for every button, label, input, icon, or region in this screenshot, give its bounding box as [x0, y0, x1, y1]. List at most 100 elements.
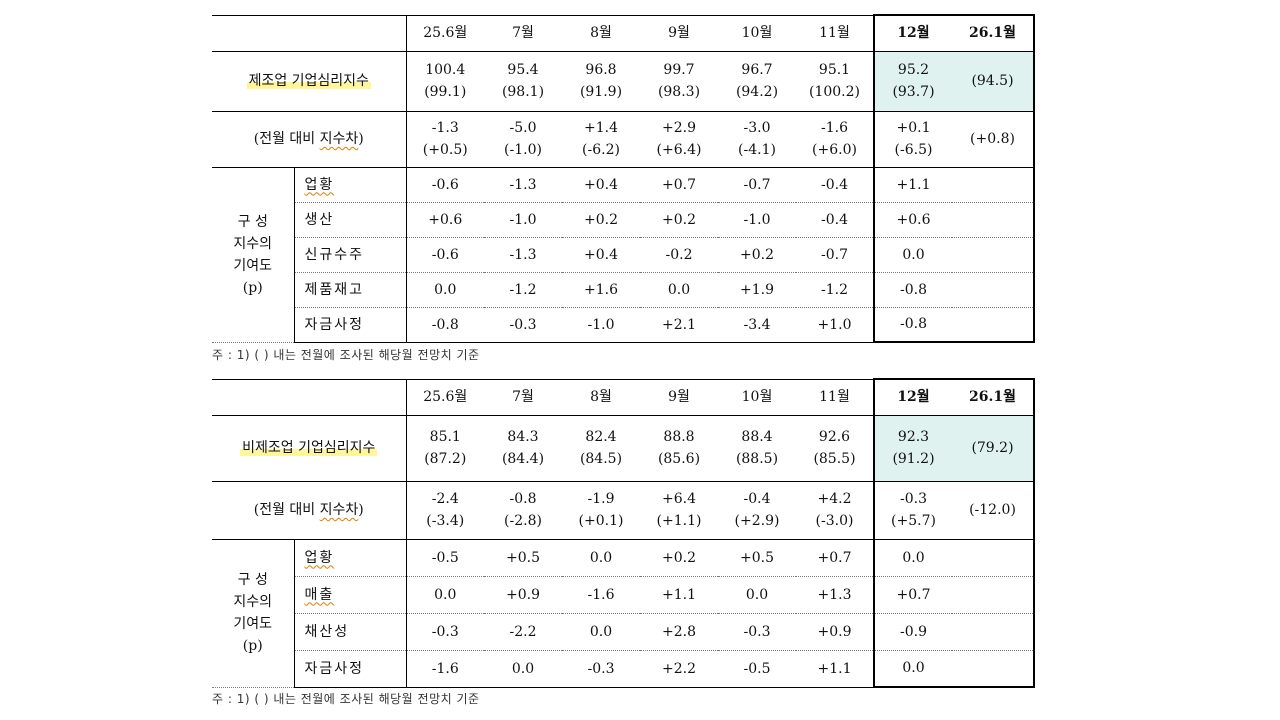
- table2-component-value-forecast: [952, 576, 1035, 614]
- table1-component-value: +0.4: [562, 237, 640, 273]
- table1-component-value: +0.7: [640, 167, 718, 203]
- table2-component-value: +0.7: [796, 539, 874, 577]
- table1-month-header: 11월: [796, 14, 874, 52]
- table2-bsi-row: 비제조업 기업심리지수 85.1 (87.2) 84.3 (84.4) 82.4 (8…: [212, 415, 1035, 482]
- table2-diff-cell: -0.8 (-2.8): [484, 481, 562, 540]
- table1-month-header: 9월: [640, 14, 718, 52]
- table2-month-header-forecast: 26.1월: [952, 378, 1035, 416]
- manufacturing-bsi-table: 25.6월 7월 8월 9월 10월 11월 12월 26.1월 제조업 기업심…: [212, 14, 1035, 343]
- table1-bsi-cell-current: 95.2 (93.7): [873, 51, 952, 112]
- table1-component-value: -1.0: [562, 307, 640, 343]
- table2-diff-cell: -1.9 (+0.1): [562, 481, 640, 540]
- table2-diff-row: (전월 대비 지수차) -2.4 (-3.4) -0.8 (-2.8) -1.9 (+…: [212, 481, 1035, 540]
- table2-component-label: 채산성: [294, 613, 407, 651]
- table1-month-header: 10월: [718, 14, 796, 52]
- table2-component-value: 0.0: [484, 650, 562, 688]
- table1-component-value: -0.7: [718, 167, 796, 203]
- table1-bsi-row: 제조업 기업심리지수 100.4 (99.1) 95.4 (98.1) 96.8 (9…: [212, 51, 1035, 112]
- table2-component-value: +0.5: [484, 539, 562, 577]
- table1-component-value: +2.1: [640, 307, 718, 343]
- table1-month-header: 25.6월: [406, 14, 484, 52]
- table2-component-value-forecast: [952, 650, 1035, 688]
- table2-header-corner: [212, 378, 407, 416]
- table1-month-header: 8월: [562, 14, 640, 52]
- table2-component-value: +2.2: [640, 650, 718, 688]
- table1-diff-row: (전월 대비 지수차) -1.3 (+0.5) -5.0 (-1.0) +1.4 (-…: [212, 111, 1035, 168]
- table1-component-label: 생산: [294, 202, 407, 238]
- table1-component-value: -3.4: [718, 307, 796, 343]
- table1-component-value: -0.7: [796, 237, 874, 273]
- table2-month-header-current: 12월: [873, 378, 952, 416]
- table2-component-value-current: 0.0: [873, 650, 952, 688]
- table2-component-value: +1.3: [796, 576, 874, 614]
- table2-component-value-current: -0.9: [873, 613, 952, 651]
- table2-component-row: 자금사정 -1.6 0.0 -0.3 +2.2 -0.5 +1.1 0.0: [212, 650, 1035, 688]
- table2-component-value: 0.0: [562, 613, 640, 651]
- table2-component-value: 0.0: [406, 576, 484, 614]
- table2-diff-cell: -0.4 (+2.9): [718, 481, 796, 540]
- table1-bsi-cell: 96.7 (94.2): [718, 51, 796, 112]
- table2-component-value: -0.3: [406, 613, 484, 651]
- table1-component-row: 자금사정 -0.8 -0.3 -1.0 +2.1 -3.4 +1.0 -0.8: [212, 307, 1035, 343]
- table2-component-label: 매출: [294, 576, 407, 614]
- table2-component-value-forecast: [952, 539, 1035, 577]
- table1-diff-cell: -1.6 (+6.0): [796, 111, 874, 168]
- table1-component-value: -1.2: [796, 272, 874, 308]
- table1-diff-cell-current: +0.1 (-6.5): [873, 111, 952, 168]
- table1-component-value: -0.2: [640, 237, 718, 273]
- table1-bsi-label-cell: 제조업 기업심리지수: [212, 51, 407, 112]
- table1-component-value: +1.9: [718, 272, 796, 308]
- table1-diff-cell: -5.0 (-1.0): [484, 111, 562, 168]
- table2-component-value: +0.5: [718, 539, 796, 577]
- table1-diff-cell-forecast: (+0.8): [952, 111, 1035, 168]
- table1-component-value: -1.2: [484, 272, 562, 308]
- table2-diff-cell-forecast: (-12.0): [952, 481, 1035, 540]
- table2-component-value: 0.0: [718, 576, 796, 614]
- table2-component-row: 구 성 지수의 기여도 (p) 업황 -0.5 +0.5 0.0 +0.2 +0.5 …: [212, 539, 1035, 688]
- table2-component-value: -0.3: [718, 613, 796, 651]
- table1-component-value: -1.3: [484, 237, 562, 273]
- table2-diff-label: (전월 대비 지수차): [212, 481, 407, 540]
- table1-component-value: 0.0: [406, 272, 484, 308]
- table2-component-value: -0.3: [562, 650, 640, 688]
- table1-component-row: 제품재고 0.0 -1.2 +1.6 0.0 +1.9 -1.2 -0.8: [212, 272, 1035, 308]
- table1-component-value-current: +0.6: [873, 202, 952, 238]
- table2-bsi-label-cell: 비제조업 기업심리지수: [212, 415, 407, 482]
- table2-diff-cell-current: -0.3 (+5.7): [873, 481, 952, 540]
- table2-component-value: +0.2: [640, 539, 718, 577]
- table1-bsi-cell: 99.7 (98.3): [640, 51, 718, 112]
- table1-component-value: +0.2: [640, 202, 718, 238]
- table1-component-value-current: +1.1: [873, 167, 952, 203]
- table2-component-value-current: +0.7: [873, 576, 952, 614]
- table2-diff-cell: +6.4 (+1.1): [640, 481, 718, 540]
- table1-component-value: -0.3: [484, 307, 562, 343]
- table1-component-row: 생산 +0.6 -1.0 +0.2 +0.2 -1.0 -0.4 +0.6: [212, 202, 1035, 238]
- table1-component-value: -1.3: [484, 167, 562, 203]
- table1-component-value: +1.0: [796, 307, 874, 343]
- table1-diff-cell: -3.0 (-4.1): [718, 111, 796, 168]
- table1-month-header-forecast: 26.1월: [952, 14, 1035, 52]
- table2-month-header: 7월: [484, 378, 562, 416]
- table1-component-label: 신규수주: [294, 237, 407, 273]
- table2-bsi-cell: 88.4 (88.5): [718, 415, 796, 482]
- table1-component-value-forecast: [952, 167, 1035, 203]
- table1-component-label: 자금사정: [294, 307, 407, 343]
- table1-diff-cell: +1.4 (-6.2): [562, 111, 640, 168]
- table2-component-value: +1.1: [796, 650, 874, 688]
- table2-component-row: 채산성 -0.3 -2.2 0.0 +2.8 -0.3 +0.9 -0.9: [212, 613, 1035, 651]
- table1-component-row: 구 성 지수의 기여도 (p) 업황 -0.6 -1.3 +0.4 +0.7 -0.7…: [212, 167, 1035, 343]
- table2-month-header: 8월: [562, 378, 640, 416]
- table1-component-value: -0.4: [796, 167, 874, 203]
- table1-component-value: +0.2: [718, 237, 796, 273]
- table1-component-label: 제품재고: [294, 272, 407, 308]
- table2-component-value-current: 0.0: [873, 539, 952, 577]
- table1-component-label: 업황: [294, 167, 407, 203]
- table1-component-value: -1.0: [484, 202, 562, 238]
- table2-component-value: +0.9: [796, 613, 874, 651]
- table2-bsi-label: 비제조업 기업심리지수: [240, 440, 378, 456]
- table1-component-value-forecast: [952, 202, 1035, 238]
- table1-component-value-current: -0.8: [873, 272, 952, 308]
- table1-diff-cell: +2.9 (+6.4): [640, 111, 718, 168]
- table2-month-header: 25.6월: [406, 378, 484, 416]
- table2-bsi-cell: 92.6 (85.5): [796, 415, 874, 482]
